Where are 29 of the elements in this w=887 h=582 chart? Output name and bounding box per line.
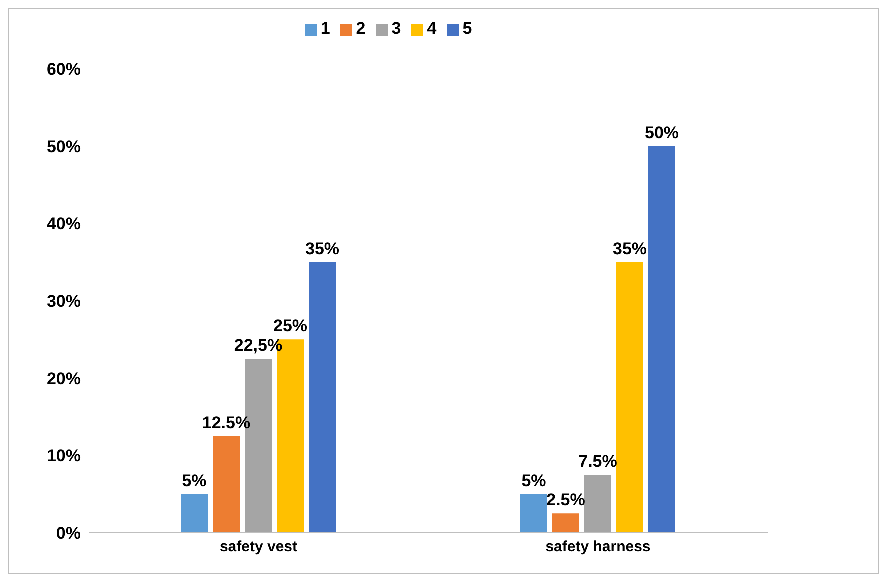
x-tick-label: safety harness	[546, 538, 651, 556]
y-tick-label: 40%	[46, 214, 81, 234]
y-tick-label: 10%	[46, 446, 81, 466]
bar	[181, 494, 208, 533]
bar	[213, 436, 240, 533]
y-tick-label: 30%	[46, 292, 81, 312]
bar	[584, 475, 612, 533]
y-tick-label: 0%	[56, 524, 81, 544]
y-tick-label: 60%	[46, 60, 81, 80]
data-label: 12.5%	[202, 413, 251, 432]
x-tick-label: safety vest	[220, 538, 298, 556]
legend-label: 1	[320, 19, 330, 38]
bar	[616, 262, 644, 533]
data-label: 5%	[522, 471, 546, 490]
bar	[520, 494, 548, 533]
legend-label: 5	[462, 19, 472, 38]
legend-label: 4	[427, 19, 437, 38]
y-tick-label: 50%	[46, 137, 81, 156]
y-tick-label: 20%	[46, 369, 81, 388]
data-label: 5%	[182, 471, 207, 490]
legend-label: 3	[392, 19, 402, 38]
legend-label: 2	[356, 19, 366, 38]
data-label: 35%	[612, 239, 648, 258]
bar	[552, 514, 580, 533]
bar	[648, 146, 676, 533]
data-label: 25%	[273, 316, 308, 336]
data-label: 35%	[305, 239, 340, 258]
bar	[309, 262, 336, 533]
data-label: 50%	[644, 123, 680, 142]
